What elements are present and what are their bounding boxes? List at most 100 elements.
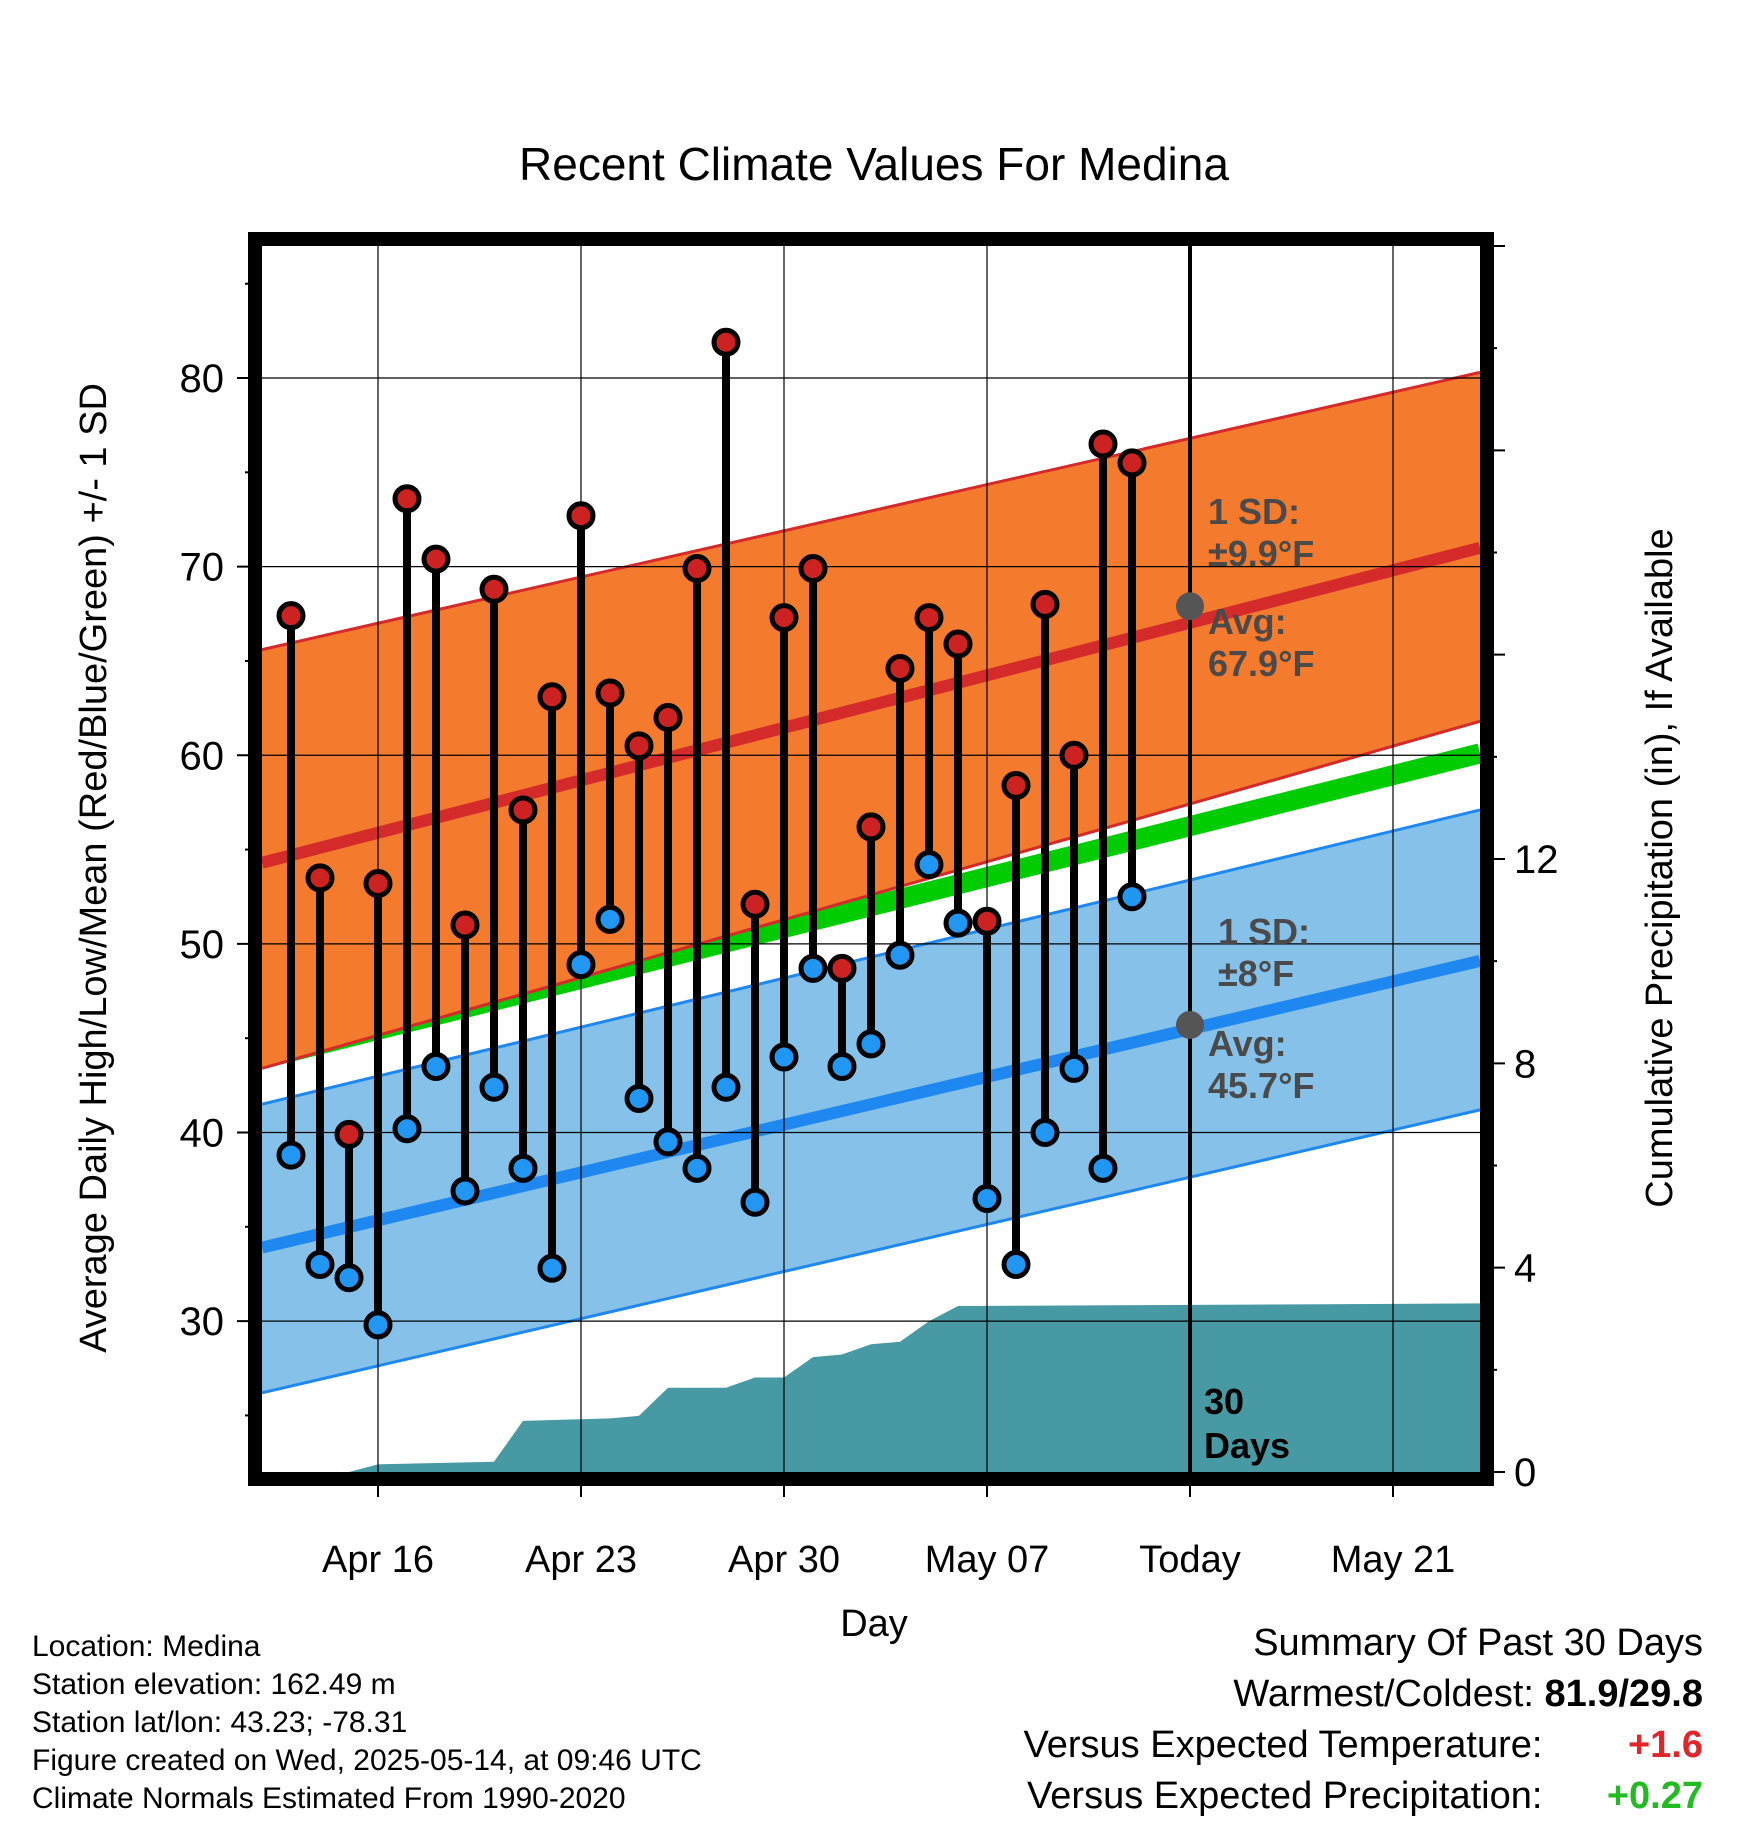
daily-low-point bbox=[1088, 1153, 1118, 1183]
daily-high-point bbox=[740, 889, 770, 919]
daily-low-point bbox=[537, 1253, 567, 1283]
y-tick-label: 40 bbox=[180, 1111, 225, 1155]
daily-high-point bbox=[1059, 740, 1089, 770]
summary-precip-value: +0.27 bbox=[1606, 1775, 1703, 1817]
summary-warmest-coldest-label: Warmest/Coldest: bbox=[1233, 1673, 1534, 1715]
daily-high-point bbox=[682, 554, 712, 584]
daily-low-point bbox=[392, 1114, 422, 1144]
x-tick-label: Apr 16 bbox=[322, 1539, 434, 1581]
low-sd-lower-edge bbox=[261, 1108, 1481, 1395]
daily-high-point bbox=[798, 554, 828, 584]
y-tick-label: 70 bbox=[180, 546, 225, 590]
daily-high-point bbox=[711, 327, 741, 357]
footer-location: Location: Medina bbox=[32, 1630, 261, 1663]
period-label-number: 30 bbox=[1204, 1381, 1244, 1422]
footer-normals: Climate Normals Estimated From 1990-2020 bbox=[32, 1782, 626, 1815]
daily-low-point bbox=[1001, 1250, 1031, 1280]
daily-high-point bbox=[537, 682, 567, 712]
high-sd-upper-edge bbox=[261, 370, 1481, 652]
x-tick-label: Today bbox=[1139, 1539, 1240, 1581]
summary-temp-label: Versus Expected Temperature: bbox=[1023, 1724, 1543, 1766]
daily-high-point bbox=[1030, 589, 1060, 619]
daily-low-point bbox=[798, 953, 828, 983]
high-sd-label: 1 SD: bbox=[1208, 491, 1300, 532]
daily-low-point bbox=[769, 1042, 799, 1072]
daily-low-point bbox=[305, 1250, 335, 1280]
high-sd-band bbox=[262, 372, 1480, 1069]
daily-high-point bbox=[334, 1119, 364, 1149]
high-avg-value: 67.9°F bbox=[1208, 643, 1314, 684]
high-avg-label: Avg: bbox=[1208, 601, 1287, 642]
daily-low-point bbox=[740, 1187, 770, 1217]
daily-low-point bbox=[972, 1184, 1002, 1214]
daily-low-point bbox=[508, 1153, 538, 1183]
daily-low-point bbox=[1117, 882, 1147, 912]
y-tick-label: 60 bbox=[180, 734, 225, 778]
summary-warmest-coldest-value: 81.9/29.8 bbox=[1544, 1673, 1703, 1715]
daily-low-point bbox=[943, 908, 973, 938]
footer-metadata: Location: Medina Station elevation: 162.… bbox=[32, 1628, 702, 1818]
daily-low-point bbox=[595, 904, 625, 934]
daily-low-point bbox=[1030, 1117, 1060, 1147]
daily-low-point bbox=[479, 1072, 509, 1102]
daily-high-point bbox=[885, 653, 915, 683]
daily-high-point bbox=[421, 544, 451, 574]
footer-latlon: Station lat/lon: 43.23; -78.31 bbox=[32, 1706, 408, 1739]
daily-low-point bbox=[450, 1176, 480, 1206]
summary-precipitation: Versus Expected Precipitation: +0.27 bbox=[1027, 1775, 1703, 1818]
daily-high-point bbox=[392, 484, 422, 514]
daily-high-point bbox=[943, 629, 973, 659]
footer-created: Figure created on Wed, 2025-05-14, at 09… bbox=[32, 1744, 702, 1777]
daily-high-point bbox=[305, 863, 335, 893]
daily-high-point bbox=[276, 601, 306, 631]
low-sd-value: ±8°F bbox=[1218, 953, 1294, 994]
x-axis-label: Day bbox=[840, 1603, 908, 1645]
summary-temp-value: +1.6 bbox=[1627, 1724, 1703, 1766]
footer-elevation: Station elevation: 162.49 m bbox=[32, 1668, 396, 1701]
daily-high-point bbox=[479, 574, 509, 604]
daily-high-point bbox=[363, 869, 393, 899]
daily-high-point bbox=[972, 906, 1002, 936]
high-normal-line bbox=[260, 541, 1482, 869]
y-tick-label: 80 bbox=[180, 357, 225, 401]
daily-high-point bbox=[1117, 448, 1147, 478]
daily-low-point bbox=[276, 1140, 306, 1170]
y2-tick-label: 0 bbox=[1514, 1451, 1536, 1495]
daily-high-point bbox=[856, 812, 886, 842]
y-tick-label: 50 bbox=[180, 923, 225, 967]
summary-title: Summary Of Past 30 Days bbox=[1253, 1622, 1703, 1664]
low-avg-marker bbox=[1176, 1010, 1204, 1039]
daily-high-point bbox=[508, 795, 538, 825]
daily-low-point bbox=[914, 850, 944, 880]
daily-low-point bbox=[711, 1072, 741, 1102]
y2-tick-label: 8 bbox=[1514, 1042, 1536, 1086]
daily-low-point bbox=[566, 950, 596, 980]
daily-high-point bbox=[566, 501, 596, 531]
high-sd-value: ±9.9°F bbox=[1208, 533, 1314, 574]
daily-low-point bbox=[856, 1029, 886, 1059]
summary-warmest-coldest: Warmest/Coldest: 81.9/29.8 bbox=[1233, 1673, 1703, 1716]
daily-low-point bbox=[363, 1310, 393, 1340]
x-tick-label: May 07 bbox=[925, 1539, 1050, 1581]
chart-title: Recent Climate Values For Medina bbox=[519, 138, 1229, 190]
daily-low-point bbox=[624, 1084, 654, 1114]
daily-low-point bbox=[1059, 1053, 1089, 1083]
daily-low-point bbox=[334, 1263, 364, 1293]
daily-high-point bbox=[1088, 429, 1118, 459]
x-tick-label: Apr 30 bbox=[728, 1539, 840, 1581]
precip-area bbox=[262, 1303, 1480, 1472]
daily-high-point bbox=[914, 603, 944, 633]
low-avg-label: Avg: bbox=[1208, 1023, 1287, 1064]
period-label-unit: Days bbox=[1204, 1425, 1290, 1466]
daily-high-point bbox=[624, 731, 654, 761]
summary-temperature: Versus Expected Temperature: +1.6 bbox=[1024, 1724, 1703, 1767]
y2-tick-label: 4 bbox=[1514, 1247, 1536, 1291]
daily-low-point bbox=[885, 940, 915, 970]
high-avg-marker bbox=[1176, 592, 1204, 621]
low-avg-value: 45.7°F bbox=[1208, 1065, 1314, 1106]
daily-high-point bbox=[450, 910, 480, 940]
y-tick-label: 30 bbox=[180, 1300, 225, 1344]
y-axis-label: Average Daily High/Low/Mean (Red/Blue/Gr… bbox=[73, 383, 115, 1353]
